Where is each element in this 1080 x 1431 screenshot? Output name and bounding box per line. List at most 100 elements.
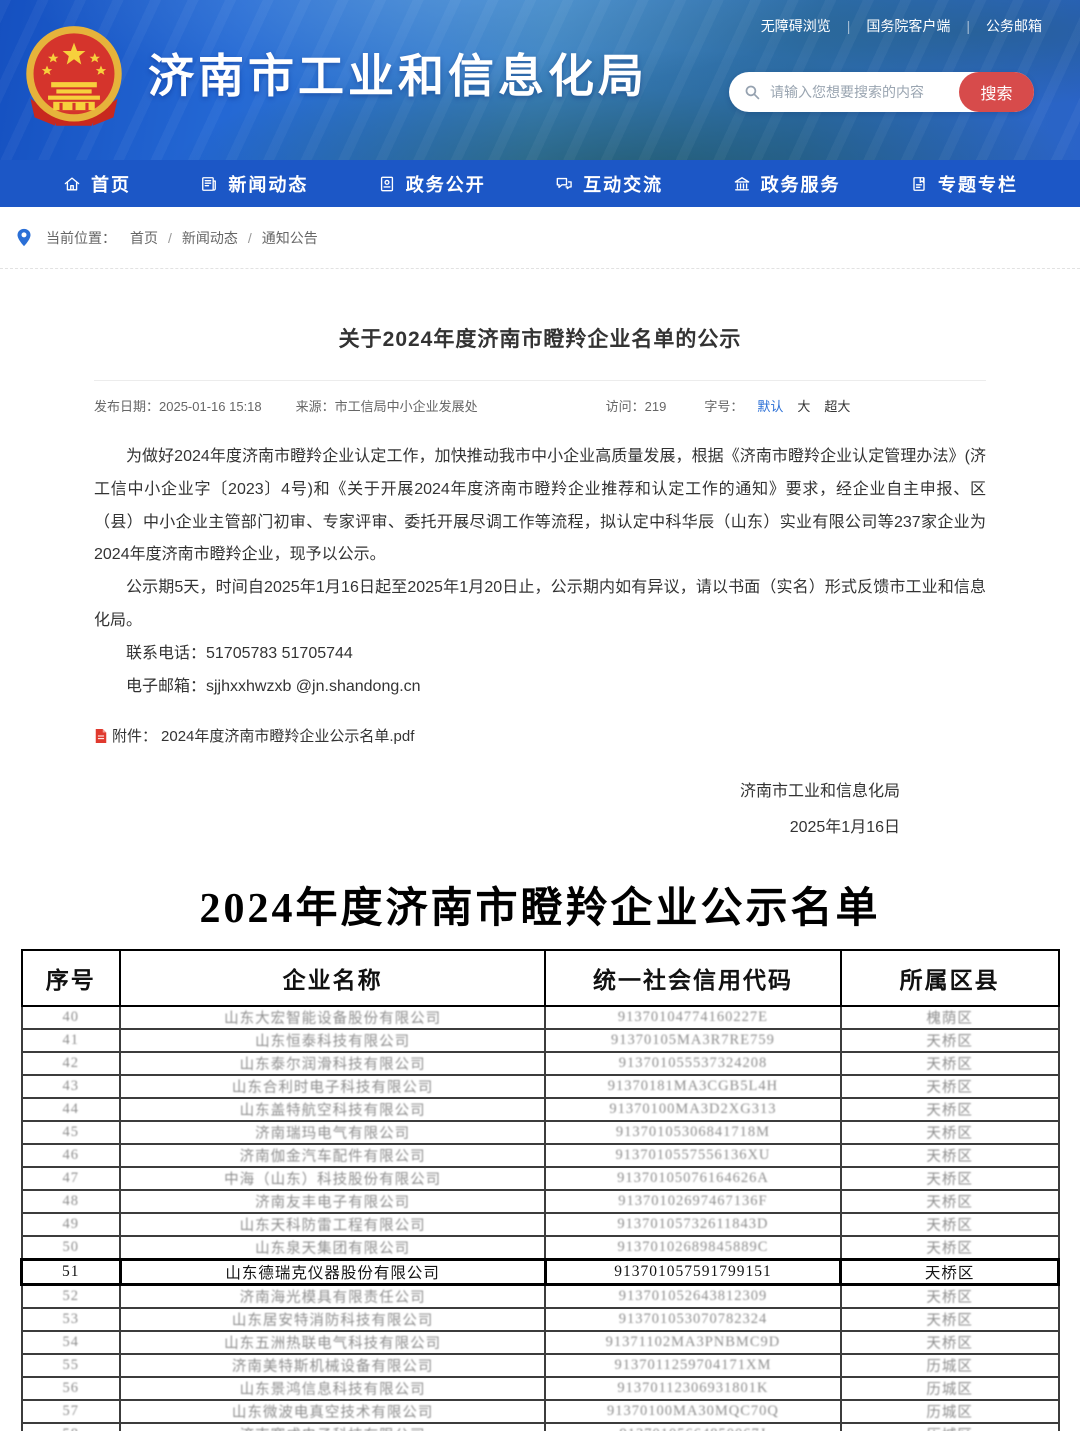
row-credit-code: 9137010557556136XU [615,1147,771,1164]
row-company-name: 山东盖特航空科技有限公司 [239,1103,426,1120]
fontsize-large-button[interactable]: 大 [797,399,811,414]
contact-phone: 联系电话：51705783 51705744 [126,644,353,662]
home-icon [62,174,82,194]
row-district: 天桥区 [926,1218,973,1235]
bank-icon [732,174,752,194]
row-district: 天桥区 [924,1265,975,1283]
row-district: 历城区 [926,1359,973,1376]
newspaper-icon [199,174,219,194]
row-credit-code: 91370105664850067J [619,1426,766,1431]
search-bar: 搜索 [729,72,1034,112]
breadcrumb-news[interactable]: 新闻动态 [181,229,238,246]
row-seq: 57 [62,1403,79,1420]
pdf-icon [94,728,108,744]
source: 来源：市工信局中小企业发展处 [295,399,478,414]
row-seq: 44 [62,1101,79,1118]
fontsize-xlarge-button[interactable]: 超大 [824,399,851,414]
table-row: 50 山东泉天集团有限公司 91370102689845889C 天桥区 [20,1235,1060,1261]
col-header-name: 企业名称 [118,949,547,1008]
col-header-seq: 序号 [20,949,121,1008]
row-company-name: 济南海光模具有限责任公司 [239,1290,426,1307]
table-body: 40 山东大宏智能设备股份有限公司 91370104774160227E 槐荫区… [20,1005,1060,1431]
list-title: 2024年度济南市瞪羚企业公示名单 [199,886,881,933]
col-header-district: 所属区县 [839,949,1060,1008]
row-company-name: 山东天科防雷工程有限公司 [239,1218,426,1235]
row-district: 天桥区 [926,1126,973,1143]
row-district: 天桥区 [926,1080,973,1097]
official-mail-link[interactable]: 公务邮箱 [986,18,1042,34]
fontsize-label: 字号： [704,399,744,414]
row-credit-code: 913701055537324208 [618,1055,768,1072]
row-seq: 52 [62,1288,79,1305]
row-company-name: 山东恒泰科技有限公司 [255,1034,411,1051]
fontsize-default-button[interactable]: 默认 [757,399,784,414]
row-company-name: 山东泉天集团有限公司 [255,1241,411,1258]
accessibility-link[interactable]: 无障碍浏览 [760,18,831,34]
row-company-name: 济南美特斯机械设备有限公司 [231,1359,434,1376]
row-seq: 45 [62,1124,79,1141]
topic-file-icon [909,174,929,194]
nav-item-interaction[interactable]: 互动交流 [554,171,663,197]
attachment-row: 附件： 2024年度济南市瞪羚企业公示名单.pdf [94,725,986,746]
row-company-name: 中海（山东）科技股份有限公司 [224,1172,442,1189]
row-company-name: 济南伽金汽车配件有限公司 [239,1149,426,1166]
state-council-client-link[interactable]: 国务院客户端 [866,18,951,34]
table-row: 53 山东居安特消防科技有限公司 913701053070782324 天桥区 [20,1307,1060,1333]
row-seq: 48 [62,1193,79,1210]
row-seq: 41 [62,1032,79,1049]
visit-count: 访问：219 [605,399,667,414]
search-button[interactable]: 搜索 [959,72,1034,112]
row-district: 历城区 [926,1405,973,1422]
row-district: 天桥区 [926,1336,973,1353]
publish-date: 发布日期：2025-01-16 15:18 [94,399,262,414]
breadcrumb-notices[interactable]: 通知公告 [261,229,318,246]
row-credit-code: 91371102MA3PNBMC9D [605,1334,781,1351]
breadcrumb: 当前位置： 首页 / 新闻动态 / 通知公告 [0,207,1080,269]
divider: | [966,18,970,34]
nav-item-gov-disclosure[interactable]: 政务公开 [377,171,486,197]
row-company-name: 山东微波电真空技术有限公司 [231,1405,434,1422]
main-nav: 首页 新闻动态 政务公开 互动交流 政务服务 [0,160,1080,207]
table-row: 52 济南海光模具有限责任公司 913701052643812309 天桥区 [20,1283,1060,1310]
row-company-name: 济南友丰电子有限公司 [255,1195,411,1212]
national-emblem-icon [22,24,126,139]
badge-document-icon [377,174,397,194]
site-title: 济南市工业和信息化局 [148,50,648,102]
article-meta: 发布日期：2025-01-16 15:18 来源：市工信局中小企业发展处 访问：… [94,396,986,415]
row-district: 历城区 [926,1424,973,1431]
paragraph: 为做好2024年度济南市瞪羚企业认定工作，加快推动我市中小企业高质量发展，根据《… [94,448,986,564]
attachment-link[interactable]: 2024年度济南市瞪羚企业公示名单.pdf [161,728,415,746]
row-seq: 51 [62,1263,80,1281]
row-company-name: 山东五洲热联电气科技有限公司 [224,1336,442,1353]
breadcrumb-home[interactable]: 首页 [130,229,158,246]
row-company-name: 山东德瑞克仪器股份有限公司 [225,1265,440,1283]
row-credit-code: 91370100MA30MQC70Q [607,1403,779,1420]
article: 关于2024年度济南市瞪羚企业名单的公示 发布日期：2025-01-16 15:… [94,323,986,846]
top-links: 无障碍浏览 | 国务院客户端 | 公务邮箱 [745,16,1058,36]
row-company-name: 山东居安特消防科技有限公司 [231,1313,434,1330]
row-seq: 49 [62,1216,79,1233]
nav-item-special-topics[interactable]: 专题专栏 [909,171,1018,197]
page-title: 关于2024年度济南市瞪羚企业名单的公示 [338,328,742,351]
row-seq: 43 [62,1078,79,1095]
row-credit-code: 9137011259704171XM [614,1357,772,1374]
table-row: 40 山东大宏智能设备股份有限公司 91370104774160227E 槐荫区 [20,1005,1060,1031]
row-district: 天桥区 [926,1034,973,1051]
row-district: 天桥区 [926,1057,973,1074]
table-row: 46 济南伽金汽车配件有限公司 9137010557556136XU 天桥区 [20,1143,1060,1169]
row-company-name: 山东泰尔润滑科技有限公司 [239,1057,426,1074]
nav-item-news[interactable]: 新闻动态 [199,171,308,197]
nav-item-home[interactable]: 首页 [62,171,131,197]
chat-bubbles-icon [554,174,574,194]
row-credit-code: 913701057591799151 [614,1263,772,1281]
row-seq: 40 [62,1009,79,1026]
row-district: 天桥区 [926,1195,973,1212]
table-row: 48 济南友丰电子有限公司 91370102697467136F 天桥区 [20,1189,1060,1215]
table-header-row: 序号 企业名称 统一社会信用代码 所属区县 [20,949,1060,1008]
row-district: 天桥区 [926,1103,973,1120]
row-seq: 58 [63,1426,80,1431]
row-district: 槐荫区 [926,1011,973,1028]
search-input[interactable] [762,84,959,100]
row-seq: 47 [62,1170,79,1187]
nav-item-gov-services[interactable]: 政务服务 [732,171,841,197]
